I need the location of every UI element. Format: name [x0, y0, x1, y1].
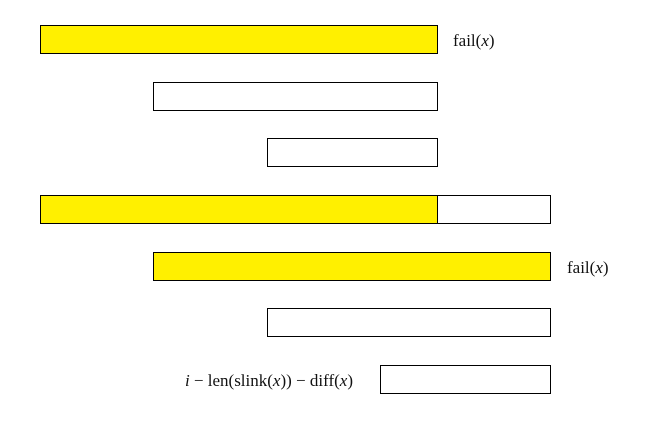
label-text: fail( [453, 31, 482, 50]
label-offset-row7: i − len(slink(x)) − diff(x) [185, 371, 353, 391]
label-var: i [184, 371, 190, 390]
bar-row7 [380, 365, 551, 394]
label-text: − len(slink( [189, 371, 273, 390]
bar-row5-highlighted [153, 252, 551, 281]
label-var: x [481, 31, 489, 50]
label-fail-row5: fail(x) [567, 258, 609, 278]
bar-row6 [267, 308, 551, 337]
bar-row3 [267, 138, 438, 167]
label-text: ) [347, 371, 353, 390]
label-text: ) [602, 258, 609, 277]
label-var: x [339, 371, 348, 390]
label-text: ) [488, 31, 495, 50]
bar-row2 [153, 82, 438, 111]
label-var: x [595, 258, 603, 277]
label-var: x [272, 371, 281, 390]
bar-row1-highlighted [40, 25, 438, 54]
label-text: fail( [567, 258, 596, 277]
bar-row4-highlighted [40, 195, 438, 224]
label-fail-row1: fail(x) [453, 31, 495, 51]
label-text: )) − diff( [280, 371, 340, 390]
